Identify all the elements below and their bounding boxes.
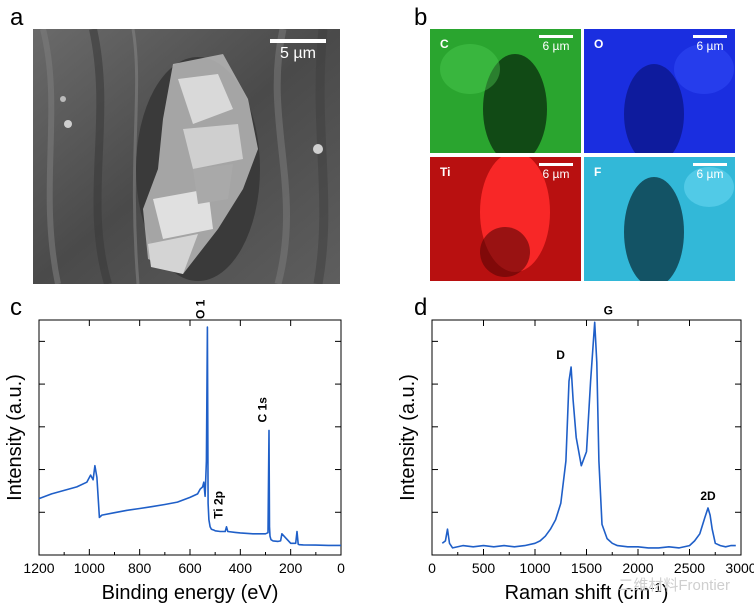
plot-frame bbox=[431, 319, 742, 556]
edx-map-o: O 6 µm bbox=[584, 29, 735, 153]
peak-label: 2D bbox=[700, 489, 716, 503]
panel-letter-c: c bbox=[10, 294, 22, 321]
x-axis-label-sup: -1 bbox=[650, 580, 662, 595]
edx-map-ti-image bbox=[430, 157, 581, 281]
sem-texture bbox=[33, 29, 340, 284]
edx-scale-bar: 6 µm bbox=[539, 35, 573, 53]
scale-bar-label: 5 µm bbox=[280, 45, 316, 62]
x-tick-label: 500 bbox=[472, 560, 496, 576]
x-axis-label: Raman shift (cm-1) bbox=[505, 580, 669, 605]
series-line bbox=[38, 326, 341, 547]
edx-map-c-image bbox=[430, 29, 581, 153]
peak-label: D bbox=[556, 348, 565, 362]
edx-map-f: F 6 µm bbox=[584, 157, 735, 281]
edx-element-label: F bbox=[594, 165, 602, 179]
peak-label: Ti 2p bbox=[212, 491, 226, 519]
y-axis-label: Intensity (a.u.) bbox=[397, 374, 419, 501]
x-tick-label: 200 bbox=[279, 560, 303, 576]
edx-element-label: O bbox=[594, 37, 604, 51]
x-tick-label: 3000 bbox=[725, 560, 754, 576]
x-tick-label: 0 bbox=[428, 560, 436, 576]
sem-image: 5 µm bbox=[33, 29, 340, 284]
x-tick-label: 1000 bbox=[74, 560, 105, 576]
watermark: 二维材料Frontier bbox=[618, 577, 730, 594]
x-axis-label: Binding energy (eV) bbox=[102, 582, 279, 604]
panel-letter-d: d bbox=[414, 294, 428, 321]
edx-map-o-image bbox=[584, 29, 735, 153]
series-line bbox=[441, 321, 736, 549]
x-tick-label: 1200 bbox=[23, 560, 54, 576]
sem-scale-bar: 5 µm bbox=[270, 39, 326, 63]
raman-chart: 0 500 1000 1500 2000 2500 3000 D G 2D Raman shift … bbox=[397, 303, 754, 605]
peak-label: G bbox=[604, 303, 613, 317]
x-tick-label: 1000 bbox=[519, 560, 550, 576]
edx-element-label: Ti bbox=[440, 165, 451, 179]
scale-bar-line bbox=[270, 39, 326, 43]
xps-chart: 1200 1000 800 600 400 200 0 O 1s Ti 2p C 1s Bindin… bbox=[4, 300, 345, 604]
x-axis-label-end: ) bbox=[662, 582, 669, 604]
x-tick-label: 800 bbox=[128, 560, 152, 576]
x-tick-label: 400 bbox=[229, 560, 253, 576]
x-tick-label: 2000 bbox=[622, 560, 653, 576]
x-tick-label: 2500 bbox=[674, 560, 705, 576]
x-tick-label: 600 bbox=[178, 560, 202, 576]
edx-map-f-image bbox=[584, 157, 735, 281]
x-tick-label: 0 bbox=[337, 560, 345, 576]
plot-frame bbox=[38, 319, 342, 556]
panel-letter-b: b bbox=[414, 4, 428, 31]
y-axis-label: Intensity (a.u.) bbox=[4, 374, 26, 501]
x-tick-label: 1500 bbox=[571, 560, 602, 576]
edx-scale-bar: 6 µm bbox=[693, 35, 727, 53]
edx-scale-bar: 6 µm bbox=[539, 163, 573, 181]
peak-label: O 1s bbox=[193, 300, 207, 319]
edx-element-label: C bbox=[440, 37, 449, 51]
panel-letter-a: a bbox=[10, 4, 24, 31]
edx-scale-bar: 6 µm bbox=[693, 163, 727, 181]
edx-map-ti: Ti 6 µm bbox=[430, 157, 581, 281]
edx-map-c: C 6 µm bbox=[430, 29, 581, 153]
peak-label: C 1s bbox=[255, 397, 269, 423]
